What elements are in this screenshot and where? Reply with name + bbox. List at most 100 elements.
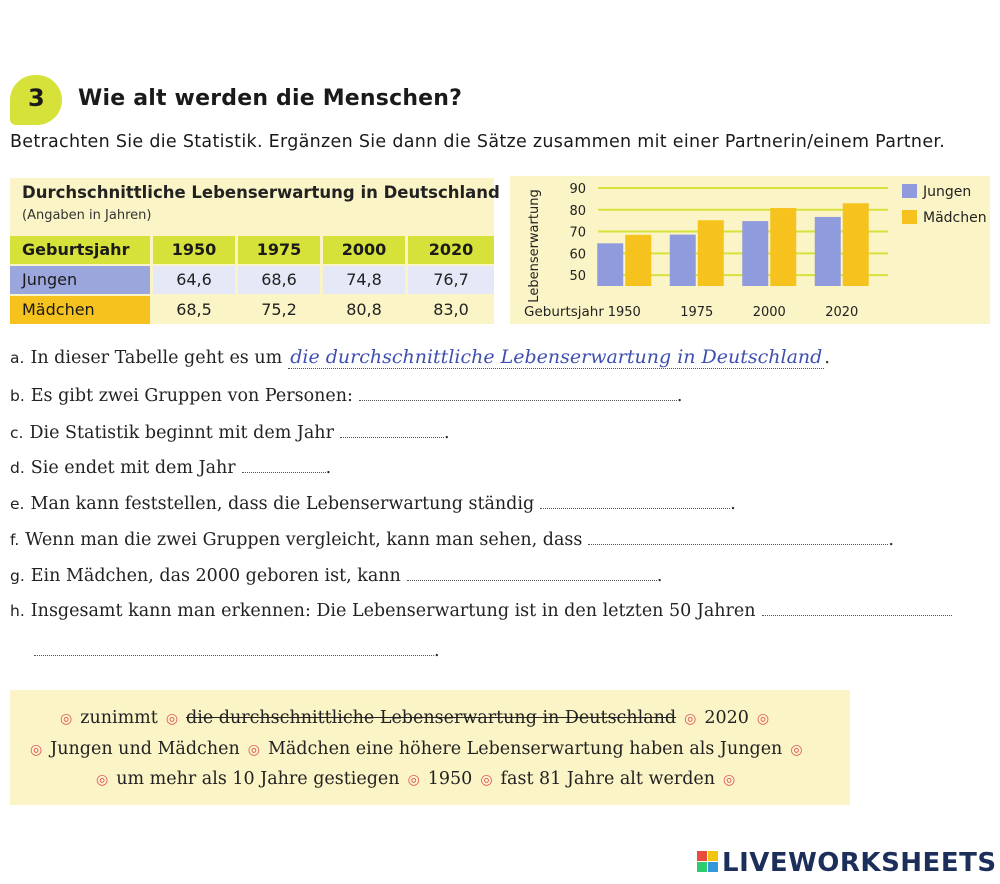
table-header-cell: Geburtsjahr xyxy=(10,236,150,264)
table-header-cell: 2000 xyxy=(323,236,405,264)
chart-bar-maedchen xyxy=(625,234,652,286)
word-bank-item[interactable]: fast 81 Jahre alt werden xyxy=(500,769,716,789)
table-cell: 74,8 xyxy=(323,266,405,294)
sentence-end: . xyxy=(888,530,894,550)
table-title: Durchschnittliche Lebenserwartung in Deu… xyxy=(22,183,500,202)
sentence-end: . xyxy=(676,386,683,406)
table-cell: 76,7 xyxy=(408,266,494,294)
sentence-end: . xyxy=(443,423,450,443)
legend-swatch-maedchen xyxy=(902,210,917,224)
chart-bar-maedchen xyxy=(770,208,797,286)
swirl-icon: ◎ xyxy=(790,742,803,758)
table-cell: 75,2 xyxy=(238,296,320,324)
sentence-text: Ein Mädchen, das 2000 geboren ist, kann xyxy=(30,566,401,586)
sentence-letter: d. xyxy=(10,459,25,477)
answer-field-c[interactable] xyxy=(339,423,444,438)
word-bank-item[interactable]: Mädchen eine höhere Lebenserwartung habe… xyxy=(267,739,783,759)
word-bank-item[interactable]: 2020 xyxy=(704,708,749,728)
table-cell: 64,6 xyxy=(153,266,235,294)
sentence-text: Die Statistik beginnt mit dem Jahr xyxy=(29,423,334,443)
sentence-h-continued: . xyxy=(34,641,440,661)
table-header-cell: 2020 xyxy=(408,236,494,264)
answer-field-e[interactable] xyxy=(540,494,731,509)
answer-field-h-line2[interactable] xyxy=(34,641,434,656)
sentence-end: . xyxy=(824,348,830,368)
word-bank-item[interactable]: 1950 xyxy=(427,769,473,789)
liveworksheets-logo-icon xyxy=(697,851,718,872)
exercise-number-badge xyxy=(10,75,62,125)
exercise-title: Wie alt werden die Menschen? xyxy=(78,86,463,111)
legend-label-jungen: Jungen xyxy=(922,184,971,200)
word-bank-item-used[interactable]: die durchschnittliche Lebenserwartung in… xyxy=(186,708,677,728)
life-expectancy-bar-chart: 50 60 70 80 90 1950 1975 2000 2020 Lebenserwartu… xyxy=(524,182,987,320)
table-row-label-jungen: Jungen xyxy=(10,266,150,294)
chart-bar-jungen xyxy=(669,234,696,286)
sentence-text: In dieser Tabelle geht es um xyxy=(30,348,283,368)
sentence-e: e. Man kann feststellen, dass die Lebense… xyxy=(10,494,736,514)
chart-y-tick-label: 50 xyxy=(569,269,586,284)
swirl-icon: ◎ xyxy=(407,772,420,788)
sentence-letter: b. xyxy=(10,387,25,405)
sentence-letter: f. xyxy=(10,531,20,549)
answer-field-b[interactable] xyxy=(358,386,677,401)
word-bank-line-2: ◎ Jungen und Mädchen ◎ Mädchen eine höhere … xyxy=(22,739,811,759)
swirl-icon: ◎ xyxy=(480,772,493,788)
table-cell: 68,5 xyxy=(153,296,235,324)
chart-x-tick-label: 2000 xyxy=(753,305,786,320)
word-bank-item[interactable]: um mehr als 10 Jahre gestiegen xyxy=(116,769,400,789)
table-header-cell: 1950 xyxy=(153,236,235,264)
swirl-icon: ◎ xyxy=(165,711,179,727)
answer-field-h[interactable] xyxy=(761,601,952,616)
chart-y-tick-label: 70 xyxy=(569,226,586,241)
exercise-number: 3 xyxy=(28,84,45,112)
legend-label-maedchen: Mädchen xyxy=(923,210,987,226)
chart-x-tick-label: 1975 xyxy=(680,305,713,320)
instruction-text: Betrachten Sie die Statistik. Ergänzen S… xyxy=(10,132,946,152)
table-row-label-maedchen: Mädchen xyxy=(10,296,150,324)
answer-field-g[interactable] xyxy=(406,566,657,581)
answer-field-f[interactable] xyxy=(588,530,889,545)
sentence-d: d. Sie endet mit dem Jahr. xyxy=(10,458,331,478)
sentence-end: . xyxy=(434,641,440,661)
word-bank-item[interactable]: Jungen und Mädchen xyxy=(50,739,240,759)
sentence-end: . xyxy=(730,494,736,514)
chart-x-tick-label: 1950 xyxy=(608,305,641,320)
swirl-icon: ◎ xyxy=(247,742,260,758)
answer-field-d[interactable] xyxy=(241,458,326,473)
answer-field-a[interactable]: die durchschnittliche Lebenserwartung in… xyxy=(288,346,825,369)
swirl-icon: ◎ xyxy=(60,711,73,727)
sentence-letter: c. xyxy=(10,424,24,442)
chart-y-axis-label: Lebenserwartung xyxy=(527,189,542,302)
swirl-icon: ◎ xyxy=(723,772,736,788)
chart-bar-jungen xyxy=(814,216,841,286)
sentence-letter: e. xyxy=(10,495,25,513)
swirl-icon: ◎ xyxy=(30,742,43,758)
sentence-letter: g. xyxy=(10,567,25,585)
sentence-h: h. Insgesamt kann man erkennen: Die Leben… xyxy=(10,601,952,621)
sentence-f: f. Wenn man die zwei Gruppen vergleicht, … xyxy=(10,530,894,550)
swirl-icon: ◎ xyxy=(756,711,770,727)
table-cell: 80,8 xyxy=(323,296,405,324)
legend-swatch-jungen xyxy=(902,184,917,198)
word-bank-item[interactable]: zunimmt xyxy=(80,708,158,728)
word-bank-line-3: ◎ um mehr als 10 Jahre gestiegen ◎ 1950 ◎ fas… xyxy=(88,769,743,789)
sentence-c: c. Die Statistik beginnt mit dem Jahr. xyxy=(10,423,450,443)
liveworksheets-logo: LIVEWORKSHEETS xyxy=(722,848,997,878)
chart-y-tick-label: 60 xyxy=(569,247,586,262)
table-header-cell: 1975 xyxy=(238,236,320,264)
swirl-icon: ◎ xyxy=(96,772,109,788)
sentence-text: Wenn man die zwei Gruppen vergleicht, ka… xyxy=(25,530,583,550)
chart-bar-jungen xyxy=(597,243,624,286)
table-cell: 83,0 xyxy=(408,296,494,324)
sentence-text: Insgesamt kann man erkennen: Die Lebense… xyxy=(30,601,756,621)
sentence-end: . xyxy=(656,566,663,586)
word-bank-line-1: ◎ zunimmt ◎ die durchschnittliche Lebenserw… xyxy=(52,708,777,728)
sentence-text: Es gibt zwei Gruppen von Personen: xyxy=(30,386,353,406)
swirl-icon: ◎ xyxy=(684,711,697,727)
chart-y-tick-label: 90 xyxy=(569,182,586,197)
sentence-a: a. In dieser Tabelle geht es um die durchs… xyxy=(10,346,830,369)
sentence-end: . xyxy=(325,458,332,478)
table-cell: 68,6 xyxy=(238,266,320,294)
word-bank xyxy=(10,690,850,805)
chart-bar-jungen xyxy=(742,221,769,286)
